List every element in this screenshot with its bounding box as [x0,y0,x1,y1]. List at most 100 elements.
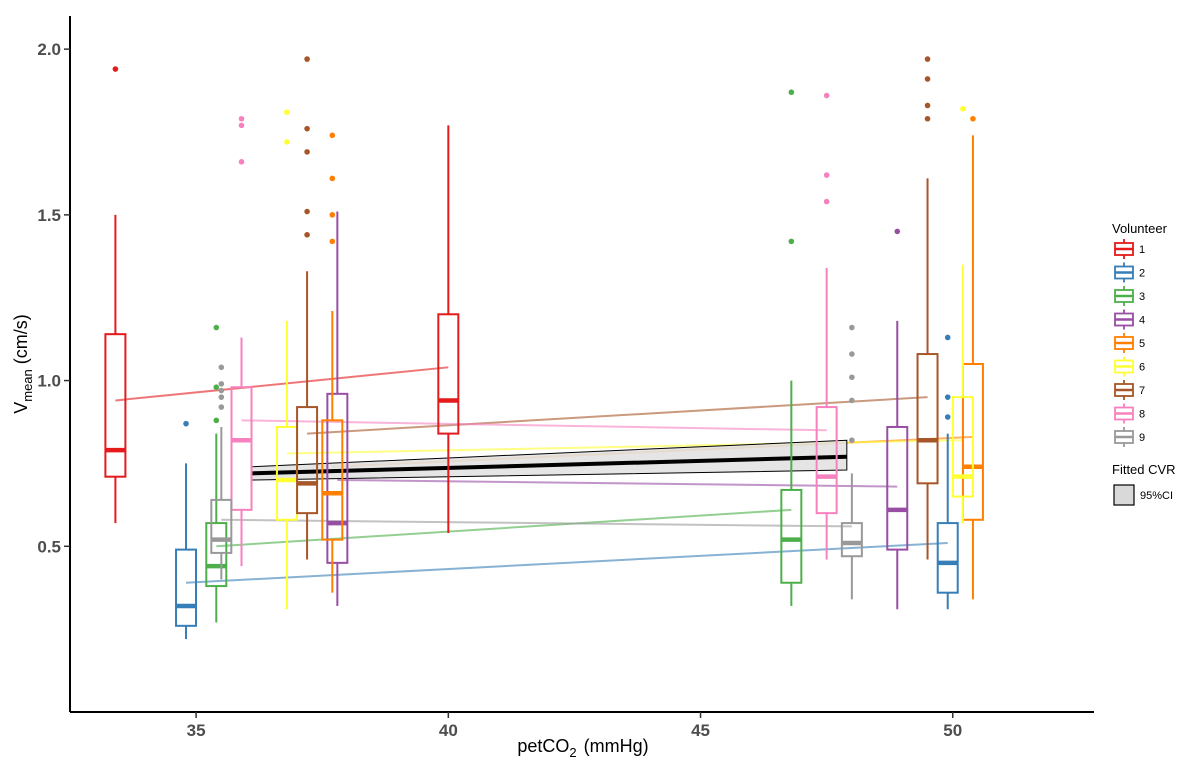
legend-entry-3: 3 [1114,286,1145,306]
fit-line-volunteer-3 [216,508,792,548]
fit-line-volunteer-2 [185,541,948,584]
box-volunteer-1 [437,125,460,534]
box-volunteer-2 [175,420,198,640]
legend-entry-8: 8 [1114,403,1145,424]
box-outlier-point [218,404,225,410]
plot-area [104,56,984,640]
box-iqr [175,548,198,627]
box-outlier-point [218,381,225,387]
legend-label: 8 [1139,409,1145,421]
box-outlier-point [960,106,966,112]
fitted-cvr-line [251,454,847,476]
legend-entry-5: 5 [1114,333,1145,353]
x-tick-label: 35 [187,721,206,740]
box-outlier-point [329,238,336,245]
box-outlier-point [924,102,931,109]
x-axis-title: petCO2 (mmHg) [517,736,648,760]
box-volunteer-6 [951,106,974,524]
y-axis-title-main: V [11,402,31,414]
box-outlier-point [970,115,976,122]
box-iqr [951,396,974,498]
box-outlier-point [218,394,225,400]
legend-entries: 1 2 3 4 5 6 7 8 9 [1114,239,1145,447]
box-outlier-point [218,364,225,371]
x-tick-label: 50 [943,721,962,740]
y-axis-title: Vmean (cm/s) [11,314,35,414]
box-outlier-point [944,394,951,400]
box-volunteer-3 [780,89,803,606]
legend-label: 1 [1139,244,1145,256]
box-iqr [840,522,863,558]
legend: Volunteer 1 2 3 4 5 6 7 8 9 Fitted CVR 95%CI [1112,221,1176,506]
y-axis-title-sub: mean [20,369,35,402]
y-tick-label: 2.0 [37,40,61,59]
box-iqr [815,406,838,515]
box-outlier-point [238,159,245,165]
box-plots [104,56,984,640]
box-iqr [936,522,959,594]
box-volunteer-4 [326,211,349,606]
box-iqr [961,363,984,521]
box-iqr [326,392,349,564]
box-outlier-point [924,115,931,122]
fit-line-volunteer-1 [115,366,449,402]
legend-entry-7: 7 [1114,380,1145,400]
legend-ci-key [1113,484,1135,506]
legend-entry-4: 4 [1114,309,1145,330]
box-volunteer-2 [936,334,959,610]
box-iqr [886,425,909,551]
box-outlier-point [238,122,245,129]
box-outlier-point [213,324,220,331]
legend-label: 5 [1139,338,1145,350]
fit-line-volunteer-7 [307,396,928,435]
x-axis-title-sub: 2 [569,745,576,760]
box-outlier-point [304,231,310,238]
box-outlier-point [213,384,220,391]
fit-line-volunteer-8 [241,419,827,432]
box-outlier-point [329,212,336,218]
box-volunteer-8 [815,92,838,560]
fitted-cvr-layer [251,439,848,481]
box-outlier-point [849,324,855,331]
box-volunteer-9 [840,324,863,600]
box-iqr [321,419,344,541]
x-tick-label: 40 [439,721,458,740]
legend-label: 6 [1139,362,1145,374]
box-volunteer-1 [104,66,127,524]
y-tick-label: 1.0 [37,372,61,391]
x-ticks: 35 40 45 50 [187,712,962,740]
box-outlier-point [849,397,855,404]
legend-title: Volunteer [1112,221,1168,236]
box-outlier-point [218,387,225,394]
axes: 35 40 45 50 0.5 1.0 1.5 2.0 [37,16,1094,740]
box-outlier-point [823,92,830,99]
legend-entry-6: 6 [1114,356,1145,377]
legend-label: 9 [1139,432,1145,444]
y-tick-label: 1.5 [37,206,61,225]
box-volunteer-6 [275,109,298,610]
box-outlier-point [304,149,310,155]
box-outlier-point [944,334,951,341]
box-outlier-point [183,420,189,427]
y-ticks: 0.5 1.0 1.5 2.0 [37,40,70,556]
box-volunteer-5 [961,115,984,600]
legend-label: 4 [1139,315,1145,327]
legend-fit-title: Fitted CVR [1112,462,1176,477]
box-volunteer-5 [321,132,344,593]
box-volunteer-4 [886,228,909,610]
box-iqr [296,406,319,515]
box-outlier-point [788,89,795,96]
box-outlier-point [304,208,310,215]
box-iqr [916,353,939,485]
box-outlier-point [788,238,795,245]
legend-entry-2: 2 [1114,262,1145,283]
box-outlier-point [924,56,931,62]
box-iqr [780,488,803,584]
box-volunteer-8 [230,115,253,567]
box-outlier-point [238,115,245,122]
box-outlier-point [112,66,119,72]
box-volunteer-7 [296,56,319,560]
box-outlier-point [304,56,310,62]
box-outlier-point [823,172,830,178]
